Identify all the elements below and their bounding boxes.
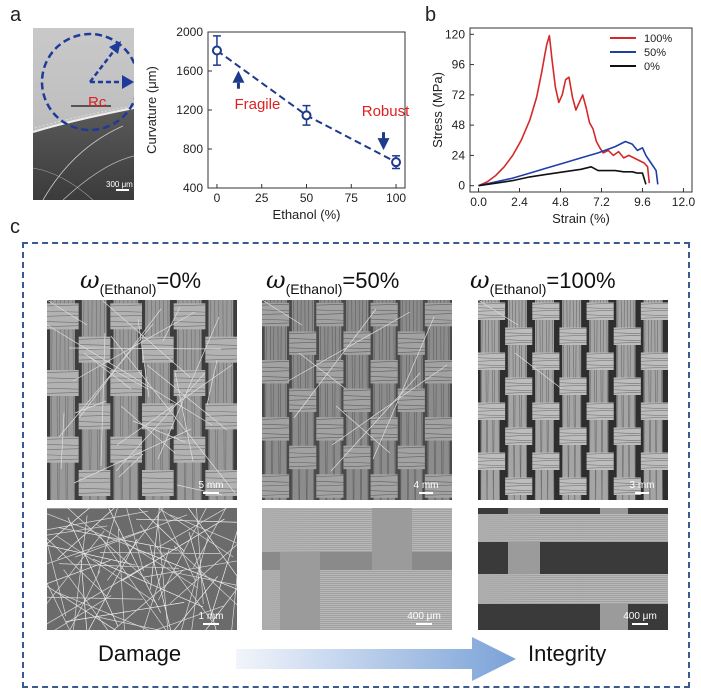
- series-line: [478, 166, 647, 187]
- panel-label-b: b: [425, 4, 437, 26]
- curvature-micrograph: Rc 300 μm: [33, 28, 134, 200]
- data-point: [301, 110, 312, 121]
- fragile-arrowhead: [232, 70, 245, 83]
- scale-bar-bottom-0: 1 mm: [193, 611, 229, 625]
- panel-label-a: a: [10, 4, 22, 26]
- scale-bar-bottom-50: 400 μm: [404, 611, 444, 625]
- y-tick-label: 96: [452, 58, 466, 72]
- x-tick-label: 7.2: [593, 195, 610, 209]
- title-ethanol-0: ω(Ethanol)=0%: [80, 266, 202, 297]
- integrity-label: Integrity: [528, 641, 607, 666]
- title-ethanol-100: ω(Ethanol)=100%: [470, 266, 616, 297]
- damage-to-integrity-arrow: [236, 637, 516, 681]
- legend-label: 100%: [644, 33, 672, 45]
- robust-annotation: Robust: [362, 103, 410, 120]
- legend-label: 0%: [644, 61, 660, 73]
- damage-label: Damage: [98, 641, 182, 666]
- rc-label: Rc: [88, 94, 107, 111]
- y-tick-label: 24: [452, 148, 466, 162]
- scale-bar-top-50: 4 mm: [408, 480, 444, 494]
- x-tick-label: 9.6: [634, 195, 651, 209]
- series-line: [478, 140, 659, 187]
- x-tick-label: 12.0: [672, 195, 695, 209]
- fragile-annotation: Fragile: [234, 96, 280, 113]
- data-point: [211, 45, 222, 56]
- legend-label: 50%: [644, 47, 666, 59]
- panel-c-frame: [22, 242, 690, 688]
- scale-bar-top-0: 5 mm: [193, 480, 229, 494]
- x-tick-label: 0.0: [470, 195, 487, 209]
- woven-fabric-100-micrograph: 3 mm: [478, 300, 668, 500]
- x-tick-label: 4.8: [552, 195, 569, 209]
- panel-label-c: c: [10, 216, 20, 238]
- woven-fabric-50-micrograph: 4 mm: [262, 300, 452, 500]
- title-ethanol-50: ω(Ethanol)=50%: [266, 266, 400, 297]
- y-axis-label: Stress (MPa): [430, 72, 445, 148]
- scale-bar-top-100: 3 mm: [624, 480, 660, 494]
- curvature-chart: 0 25 50 75 100 400 800 1200 1600 2000 Ethanol (%) C…: [144, 25, 410, 222]
- fiber-closeup-100-micrograph: 400 μm: [478, 508, 668, 630]
- scale-bar-label: 300 μm: [106, 180, 133, 189]
- stress-strain-chart: 0.0 2.4 4.8 7.2 9.6 12.0 0 24 48 72 96 120 Strain (%…: [430, 27, 695, 226]
- y-tick-label: 2000: [176, 25, 203, 39]
- y-tick-label: 48: [452, 118, 466, 132]
- x-tick-label: 100: [386, 191, 406, 205]
- x-tick-label: 75: [345, 191, 359, 205]
- y-tick-label: 400: [183, 181, 203, 195]
- x-tick-label: 50: [300, 191, 314, 205]
- fiber-closeup-0-micrograph: 1 mm: [47, 508, 237, 630]
- x-axis-label: Ethanol (%): [273, 207, 341, 222]
- y-tick-label: 0: [458, 179, 465, 193]
- scale-bar-bottom-100: 400 μm: [620, 611, 660, 625]
- x-tick-label: 2.4: [511, 195, 528, 209]
- robust-arrowhead: [377, 138, 390, 151]
- x-tick-label: 0: [214, 191, 221, 205]
- plot-frame: [469, 27, 693, 193]
- y-tick-label: 120: [445, 27, 465, 41]
- y-tick-label: 1600: [176, 64, 203, 78]
- fiber-closeup-50-micrograph: 400 μm: [262, 508, 452, 630]
- woven-fabric-0-micrograph: 5 mm: [47, 300, 237, 500]
- y-axis-label: Curvature (μm): [144, 66, 159, 154]
- data-point: [391, 157, 402, 168]
- y-tick-label: 800: [183, 142, 203, 156]
- y-tick-label: 1200: [176, 103, 203, 117]
- x-axis-label: Strain (%): [552, 211, 610, 226]
- x-tick-label: 25: [255, 191, 269, 205]
- y-tick-label: 72: [452, 88, 466, 102]
- series-line: [478, 34, 651, 187]
